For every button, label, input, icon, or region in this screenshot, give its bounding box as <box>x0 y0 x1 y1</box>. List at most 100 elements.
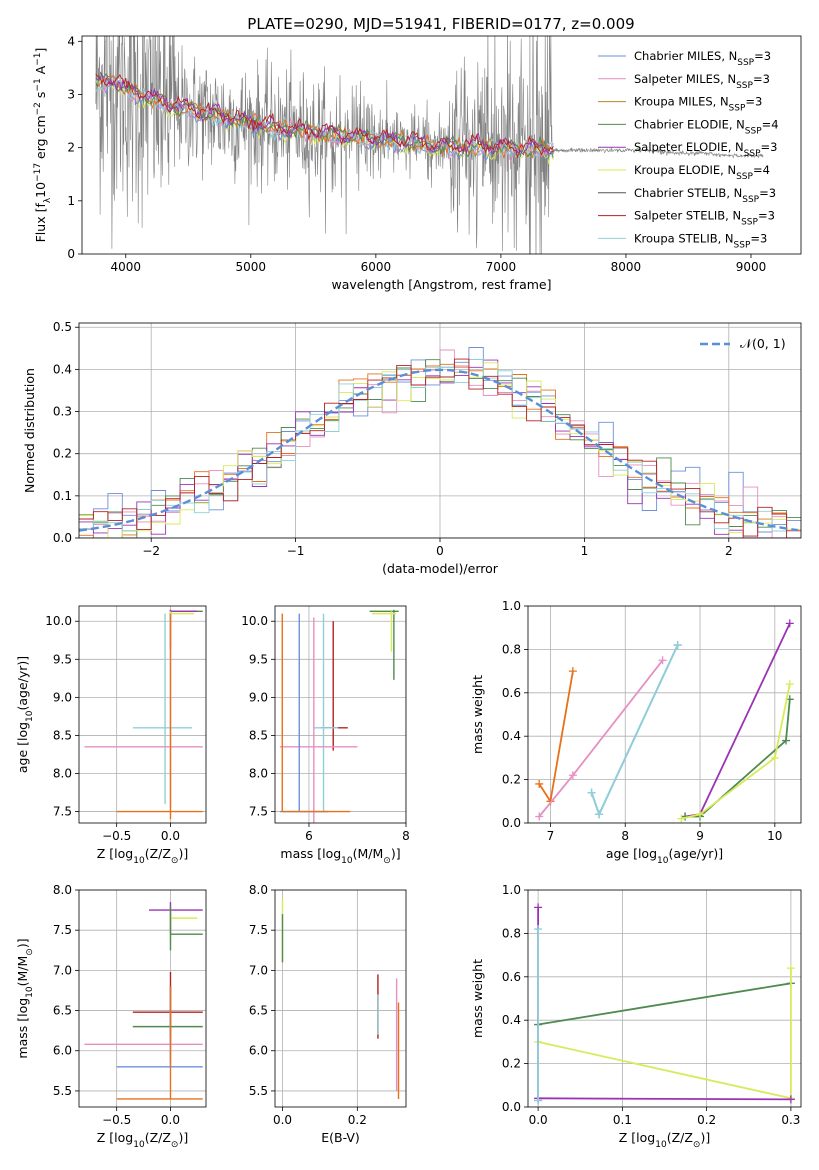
x-tick-label: 0.0 <box>529 1113 548 1127</box>
label-part: Kroupa STELIB, N <box>634 231 734 245</box>
y-tick-label: 0.3 <box>53 405 72 419</box>
label-part: −2 <box>33 102 43 115</box>
weight-marker <box>534 1096 543 1105</box>
y-axis-label: mass weight <box>470 675 485 754</box>
axes-spectrum: 4000 5000 6000 7000 8000 9000 0 1 2 3 4 wavelength … <box>33 34 802 292</box>
label-part: A <box>33 65 48 78</box>
plot-area <box>79 323 801 538</box>
x-axis-label: (data-model)/error <box>382 561 499 576</box>
y-tick-label: 7.5 <box>53 923 72 937</box>
label-part: SSP <box>736 81 753 91</box>
label-part: =3 <box>750 231 767 245</box>
plot-area <box>528 890 801 1107</box>
weight-marker <box>568 771 577 780</box>
label-part: )] <box>700 1130 710 1145</box>
legend-label: Chabrier MILES, NSSP=3 <box>634 49 771 68</box>
weight-marker <box>587 788 596 797</box>
label-part: )] <box>178 846 188 861</box>
label-part: Z [log <box>97 1130 133 1145</box>
y-tick-label: 0.0 <box>53 531 72 545</box>
weight-line-salpeter_miles <box>538 659 664 818</box>
weight-marker <box>770 753 779 762</box>
label-part: =3 <box>745 95 762 109</box>
label-part: =3 <box>761 140 778 154</box>
model-line-orange <box>95 74 554 159</box>
label-part: s <box>33 92 48 103</box>
x-tick-label: −0.5 <box>102 1113 131 1127</box>
label-part: 10 <box>657 856 669 866</box>
legend-label: Salpeter MILES, NSSP=3 <box>634 72 770 91</box>
label-part: SSP <box>745 126 762 136</box>
label-part: mass [log <box>280 846 341 861</box>
plot-area <box>275 606 406 823</box>
legend-label: Chabrier STELIB, NSSP=3 <box>634 186 776 205</box>
label-part: (age/yr)] <box>15 656 30 711</box>
x-tick-label: 9 <box>696 829 704 843</box>
label-part: ⊙ <box>693 1140 701 1150</box>
axes-residuals: −2 −1 0 1 2 0.0 0.1 0.2 0.3 0.4 0.5 (data-model)/er… <box>22 320 802 576</box>
weight-marker <box>658 656 667 665</box>
plot-area <box>275 890 406 1107</box>
histogram-kroupa_stelib <box>79 359 801 538</box>
label-part: Z [log <box>97 846 133 861</box>
x-axis-label: Z [log10(Z/Z⊙)] <box>97 846 188 866</box>
y-tick-label: 0.8 <box>502 926 521 940</box>
x-tick-label: 8000 <box>611 260 642 274</box>
x-axis-label: wavelength [Angstrom, rest frame] <box>331 277 551 292</box>
weight-marker <box>677 814 686 823</box>
weight-marker <box>534 925 543 934</box>
y-tick-label: 0.2 <box>502 773 521 787</box>
y-tick-label: 1.0 <box>502 883 521 897</box>
axes-mass_vs_EBV: 0.0 0.2 5.5 6.0 6.5 7.0 7.5 8.0 E(B-V) <box>249 883 407 1145</box>
label-part: ⊙ <box>171 856 179 866</box>
label-part: λ <box>43 197 53 203</box>
y-tick-label: 8.0 <box>53 767 72 781</box>
weight-line-chabrier_elodie <box>537 982 792 1026</box>
label-part: Chabrier STELIB, N <box>634 186 742 200</box>
axes-frame <box>527 605 802 824</box>
x-axis-label: Z [log10(Z/Z⊙)] <box>619 1130 710 1150</box>
label-part: SSP <box>736 172 753 182</box>
axes-age_vs_Z: −0.5 0.07.58.08.59.09.510.0Z [log10(Z/Z⊙)… <box>15 605 207 866</box>
weight-marker <box>786 964 795 973</box>
label-part: ⊙ <box>171 1140 179 1150</box>
label-part: SSP <box>741 218 758 228</box>
label-part: 10 <box>25 710 35 722</box>
y-tick-label: 0.6 <box>502 686 521 700</box>
label-part: 10 <box>341 856 353 866</box>
weight-line-salpeter_elodie <box>538 1097 791 1101</box>
x-tick-label: 6000 <box>361 260 392 274</box>
label-part: Chabrier MILES, N <box>634 49 737 63</box>
x-tick-label: 8 <box>402 829 410 843</box>
label-part: =3 <box>753 72 770 86</box>
weight-line-salpeter_elodie <box>684 623 791 818</box>
y-axis-label: age [log10(age/yr)] <box>15 656 35 773</box>
x-tick-label: 0.3 <box>781 1113 800 1127</box>
y-tick-label: 9.5 <box>53 652 72 666</box>
label-part: Salpeter ELODIE, N <box>634 140 744 154</box>
x-tick-label: 0.0 <box>273 1113 292 1127</box>
y-tick-label: 8.5 <box>53 728 72 742</box>
y-tick-label: 0.4 <box>53 362 72 376</box>
legend-label: Salpeter ELODIE, NSSP=3 <box>634 140 777 159</box>
label-part: −1 <box>33 78 43 91</box>
weight-line-chabrier_miles <box>590 644 679 817</box>
weight-marker <box>696 810 705 819</box>
label-part: (M/M <box>353 846 384 861</box>
weight-marker <box>535 812 544 821</box>
label-part: (age/yr)] <box>668 846 723 861</box>
label-part: 10 <box>25 986 35 998</box>
histogram-salpeter_stelib <box>79 358 801 538</box>
y-tick-label: 2 <box>67 141 75 155</box>
y-tick-label: 0.4 <box>502 1013 521 1027</box>
axes-mass_vs_Z: −0.5 0.05.56.06.57.07.58.0Z [log10(Z/Z⊙)]… <box>15 883 207 1150</box>
y-tick-label: 0.5 <box>53 320 72 334</box>
label-part: Chabrier ELODIE, N <box>634 117 745 131</box>
label-part: =3 <box>758 209 775 223</box>
x-tick-label: −0.5 <box>102 829 131 843</box>
axes-frame <box>81 35 802 255</box>
label-part: Z [log <box>619 1130 655 1145</box>
y-tick-label: 5.5 <box>53 1084 72 1098</box>
